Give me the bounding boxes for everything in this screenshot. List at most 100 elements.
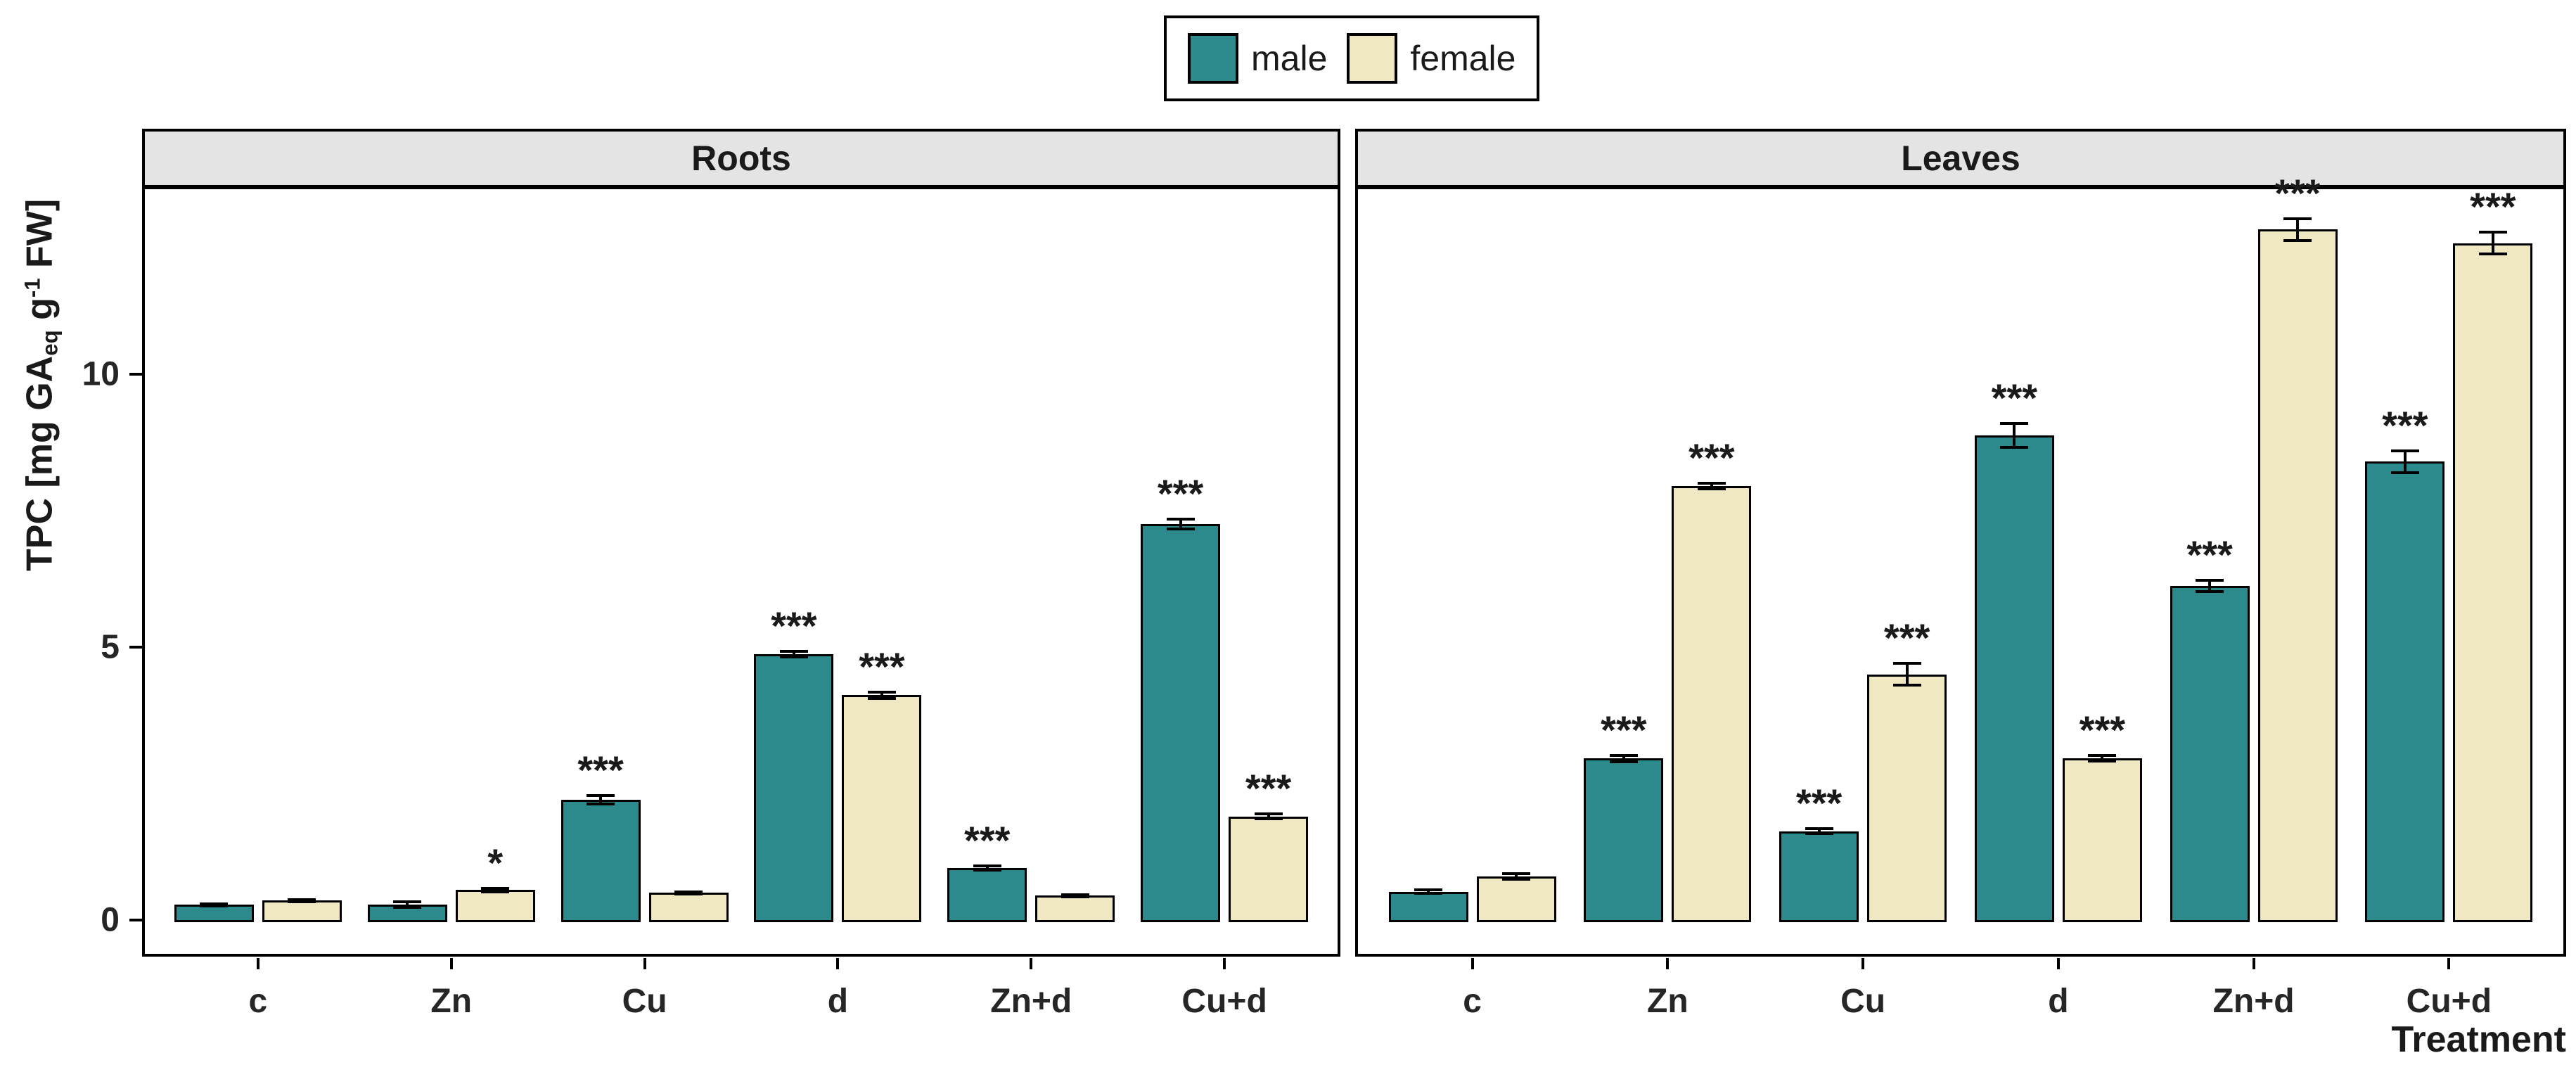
x-axis-tick-mark bbox=[2447, 958, 2451, 969]
bar-roots-Cu-female bbox=[648, 893, 729, 922]
error-bar-cap-top bbox=[1609, 753, 1638, 757]
error-bar-cap-bottom bbox=[288, 900, 316, 903]
x-axis-tick-mark bbox=[1223, 958, 1226, 969]
y-axis-tick-mark bbox=[129, 919, 142, 921]
error-bar-cap-bottom bbox=[1805, 832, 1833, 836]
error-bar-cap-bottom bbox=[1166, 528, 1195, 531]
error-bar-line bbox=[1267, 813, 1270, 819]
x-axis-tick-label-Cu+d: Cu+d bbox=[2406, 983, 2492, 1020]
error-bar-cap-top bbox=[2390, 449, 2419, 452]
bar-leaves-Zn-female bbox=[1672, 486, 1752, 922]
x-axis-tick-mark bbox=[2056, 958, 2060, 969]
x-axis-tick-mark bbox=[1861, 958, 1865, 969]
error-bar-cap-bottom bbox=[779, 655, 808, 658]
y-axis-title-suffix: FW] bbox=[19, 198, 60, 279]
error-bar-cap-top bbox=[674, 890, 703, 893]
male-color-swatch bbox=[1188, 33, 1238, 84]
error-bar-cap-bottom bbox=[1502, 877, 1531, 881]
error-bar-line bbox=[2208, 580, 2212, 592]
legend-item-female: female bbox=[1347, 33, 1516, 84]
legend-item-male: male bbox=[1188, 33, 1327, 84]
x-axis-tick-mark bbox=[1666, 958, 1670, 969]
error-bar-cap-bottom bbox=[1697, 487, 1726, 490]
error-bar-line bbox=[792, 651, 795, 657]
bar-roots-c-female bbox=[262, 900, 342, 922]
significance-label: *** bbox=[1601, 707, 1647, 752]
error-bar-cap-top bbox=[1805, 827, 1833, 830]
y-axis-tick-label: 0 bbox=[101, 901, 120, 939]
error-bar-cap-top bbox=[2088, 754, 2117, 758]
error-bar-cap-top bbox=[288, 898, 316, 901]
female-color-swatch bbox=[1347, 33, 1398, 84]
y-axis-title-mid: g bbox=[19, 298, 60, 331]
error-bar-cap-bottom bbox=[1060, 895, 1089, 898]
error-bar-cap-top bbox=[779, 650, 808, 653]
bar-roots-Cu+d-male bbox=[1141, 524, 1221, 922]
error-bar-cap-bottom bbox=[2196, 589, 2224, 593]
error-bar-cap-top bbox=[393, 900, 422, 904]
error-bar-line bbox=[985, 866, 989, 871]
significance-label: *** bbox=[1689, 435, 1735, 480]
bar-leaves-c-female bbox=[1476, 876, 1556, 922]
bar-roots-Cu+d-female bbox=[1229, 817, 1309, 922]
error-bar-line bbox=[2296, 218, 2300, 241]
y-axis-tick-label: 10 bbox=[82, 355, 120, 393]
error-bar-cap-bottom bbox=[481, 890, 510, 893]
error-bar-cap-bottom bbox=[2000, 445, 2029, 449]
error-bar-cap-top bbox=[200, 902, 229, 905]
significance-label: *** bbox=[577, 748, 624, 793]
bar-roots-Zn+d-male bbox=[947, 868, 1027, 922]
error-bar-cap-top bbox=[1166, 518, 1195, 521]
error-bar-cap-top bbox=[2478, 231, 2507, 234]
error-bar-cap-top bbox=[1060, 893, 1089, 896]
significance-label: *** bbox=[2382, 402, 2428, 447]
error-bar-line bbox=[1817, 828, 1821, 834]
error-bar-line bbox=[1710, 483, 1713, 489]
significance-label: *** bbox=[859, 644, 905, 689]
x-axis-tick-label-c: c bbox=[1463, 983, 1482, 1020]
error-bar-cap-bottom bbox=[1254, 817, 1283, 821]
error-bar-cap-bottom bbox=[2390, 471, 2419, 474]
error-bar-cap-bottom bbox=[2088, 760, 2117, 763]
x-axis-tick-label-Zn+d: Zn+d bbox=[2212, 983, 2295, 1020]
significance-label: *** bbox=[1883, 615, 1930, 661]
significance-label: *** bbox=[1795, 780, 1843, 825]
error-bar-cap-bottom bbox=[973, 869, 1001, 872]
error-bar-line bbox=[406, 902, 409, 908]
y-axis-tick-mark bbox=[129, 373, 142, 376]
x-axis-tick-label-Cu: Cu bbox=[622, 983, 667, 1020]
y-axis-title-superscript: -1 bbox=[20, 278, 45, 298]
x-axis-tick-label-Zn: Zn bbox=[430, 983, 473, 1020]
error-bar-cap-top bbox=[2000, 421, 2029, 425]
error-bar-cap-bottom bbox=[867, 696, 896, 700]
x-axis-tick-label-c: c bbox=[248, 983, 268, 1020]
facet-strip-leaves: Leaves bbox=[1355, 129, 2566, 188]
x-axis-tick-label-Cu: Cu bbox=[1840, 983, 1886, 1020]
error-bar-cap-bottom bbox=[2283, 238, 2312, 242]
bar-leaves-d-female bbox=[2062, 758, 2142, 922]
error-bar-cap-top bbox=[481, 886, 510, 890]
significance-label: *** bbox=[2274, 170, 2321, 215]
error-bar-line bbox=[494, 888, 497, 892]
error-bar-line bbox=[880, 691, 883, 698]
legend-label-male: male bbox=[1251, 39, 1328, 78]
bar-roots-Cu-male bbox=[560, 800, 641, 922]
y-axis-tick-mark bbox=[129, 646, 142, 649]
bar-roots-d-female bbox=[842, 695, 922, 922]
bar-roots-Zn+d-female bbox=[1035, 895, 1115, 922]
error-bar-line bbox=[1905, 663, 1909, 686]
x-axis-tick-label-d: d bbox=[2048, 983, 2069, 1020]
x-axis-tick-mark bbox=[1470, 958, 1474, 969]
facet-title-roots: Roots bbox=[691, 139, 791, 178]
error-bar-line bbox=[1515, 874, 1518, 879]
error-bar-line bbox=[599, 796, 603, 805]
error-bar-cap-bottom bbox=[587, 803, 615, 806]
bar-leaves-Cu-male bbox=[1779, 831, 1859, 922]
error-bar-cap-top bbox=[587, 794, 615, 798]
error-bar-line bbox=[1179, 519, 1182, 530]
error-bar-line bbox=[2403, 450, 2407, 473]
x-axis-title: Treatment bbox=[2391, 1019, 2566, 1060]
bar-leaves-Cu+d-female bbox=[2453, 243, 2533, 922]
bar-roots-Zn-female bbox=[455, 890, 535, 922]
significance-label: *** bbox=[1245, 765, 1292, 810]
